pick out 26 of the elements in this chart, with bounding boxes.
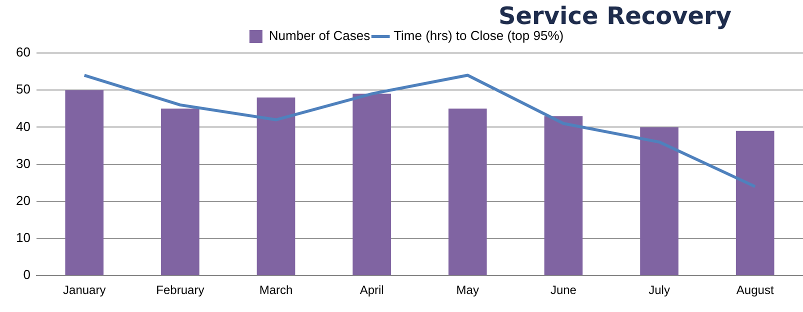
y-tick-label: 0 — [23, 267, 30, 282]
x-tick-label: June — [550, 283, 577, 298]
y-tick-label: 20 — [16, 192, 30, 208]
y-tick-label: 10 — [16, 230, 30, 246]
x-tick-label: July — [648, 283, 670, 298]
legend-label: Time (hrs) to Close (top 95%) — [394, 28, 564, 44]
bar — [65, 90, 104, 276]
x-tick-label: January — [63, 283, 106, 298]
x-tick-label: April — [360, 283, 384, 298]
y-tick-label: 50 — [16, 82, 30, 97]
y-tick-label: 60 — [16, 44, 30, 60]
x-tick-label: February — [156, 283, 204, 298]
legend-label: Number of Cases — [268, 28, 371, 44]
y-tick-label: 40 — [16, 118, 30, 134]
bar — [161, 108, 200, 276]
x-tick-label: March — [259, 283, 293, 298]
bar — [736, 130, 774, 276]
bar — [544, 116, 583, 276]
x-tick-label: May — [456, 283, 479, 298]
bar — [448, 108, 487, 276]
x-tick-label: August — [736, 283, 774, 298]
bar — [256, 98, 296, 276]
bar — [352, 94, 391, 276]
y-tick-label: 30 — [16, 156, 30, 171]
chart-title: Service Recovery — [497, 2, 732, 30]
bar — [640, 127, 678, 276]
